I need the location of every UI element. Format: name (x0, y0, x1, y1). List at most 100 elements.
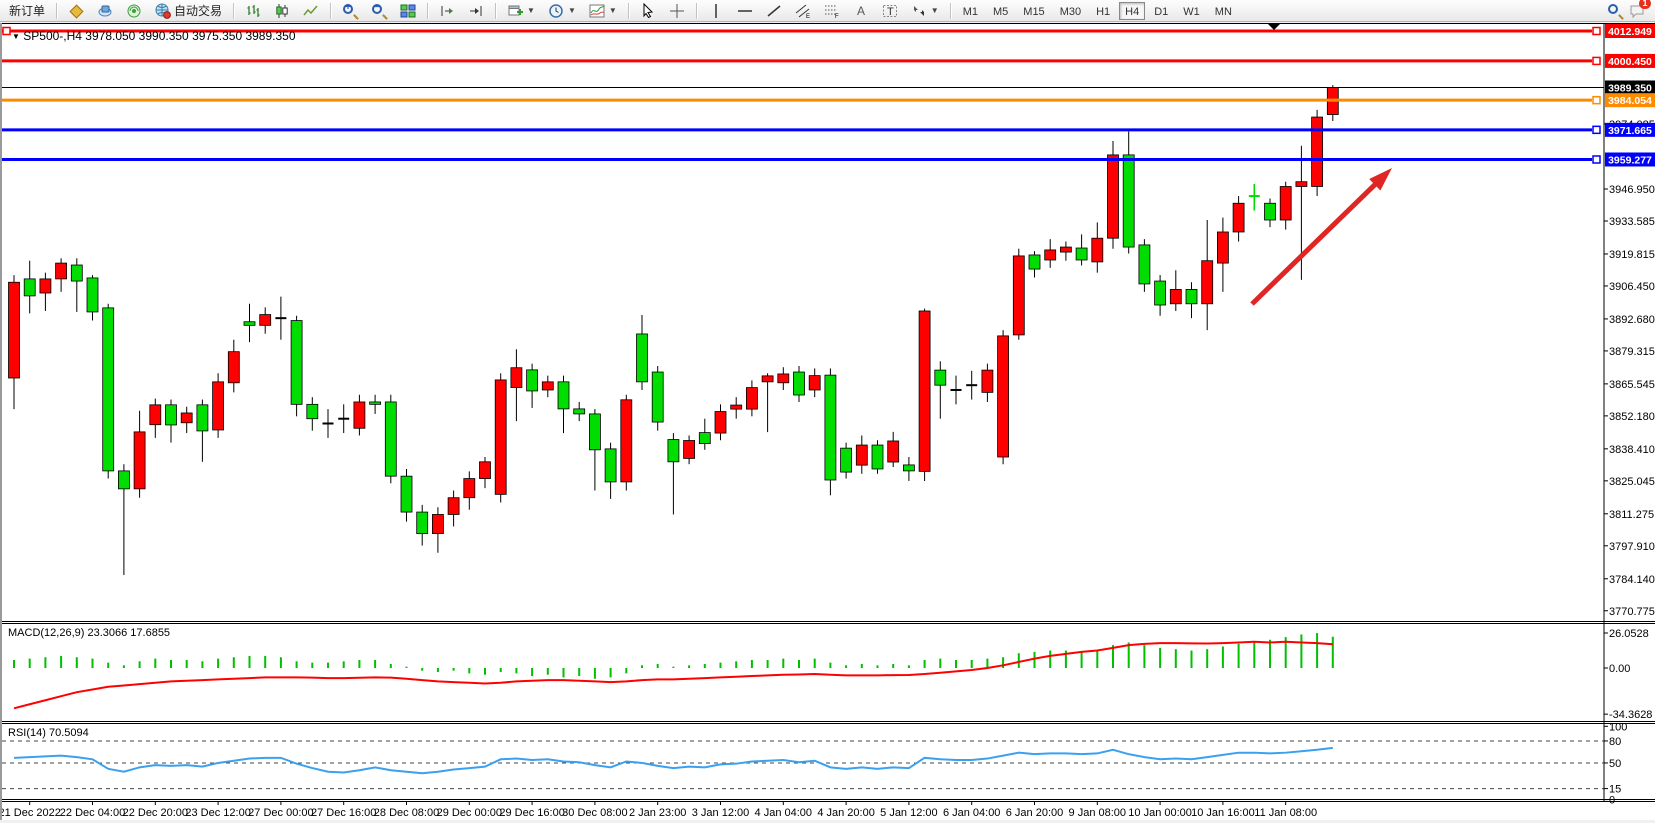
svg-text:11 Jan 08:00: 11 Jan 08:00 (1254, 807, 1317, 819)
auto-scroll-button[interactable] (434, 1, 460, 21)
zoom-out-button[interactable]: − (366, 1, 392, 21)
svg-text:3971.665: 3971.665 (1608, 125, 1652, 137)
toolbar-separator (233, 2, 235, 19)
period-m1-button[interactable]: M1 (962, 5, 978, 18)
signal-icon (126, 3, 142, 19)
auto-trading-button[interactable]: 自动交易 (150, 1, 227, 21)
period-m5-button[interactable]: M5 (993, 5, 1009, 18)
svg-text:3838.410: 3838.410 (1609, 444, 1655, 456)
svg-text:23 Dec 12:00: 23 Dec 12:00 (185, 807, 250, 819)
terminal-button[interactable] (92, 1, 118, 21)
svg-text:3797.910: 3797.910 (1609, 541, 1655, 553)
signals-button[interactable] (121, 1, 147, 21)
fibonacci-tool-button[interactable]: F (819, 1, 845, 21)
symbol-ohlc-label: ▼ SP500-,H4 3978.050 3990.350 3975.350 3… (12, 29, 296, 43)
chat-icon[interactable]: 1 (1629, 0, 1651, 19)
period-h1-button[interactable]: H1 (1096, 5, 1111, 18)
arrows-shapes-icon (911, 3, 927, 19)
new-chart-button[interactable]: ▼ (502, 1, 540, 21)
svg-text:3 Jan 12:00: 3 Jan 12:00 (692, 807, 750, 819)
svg-text:30 Dec 08:00: 30 Dec 08:00 (562, 807, 627, 819)
svg-text:3770.775: 3770.775 (1609, 606, 1655, 618)
svg-text:9 Jan 08:00: 9 Jan 08:00 (1069, 807, 1127, 819)
text-tool-button[interactable]: A (848, 1, 874, 21)
svg-text:22 Dec 20:00: 22 Dec 20:00 (123, 807, 188, 819)
new-order-button[interactable]: 新订单 (4, 1, 50, 21)
vertical-line-tool-button[interactable] (703, 1, 729, 21)
text-icon: A (853, 3, 869, 19)
macd-axis: 26.0528 0.00 -34.3628 (1604, 628, 1652, 721)
arrows-tool-button[interactable]: ▼ (906, 1, 944, 21)
macd-pane (13, 633, 1334, 710)
svg-text:3919.815: 3919.815 (1609, 249, 1655, 261)
period-m15-button[interactable]: M15 (1023, 5, 1045, 18)
period-w1-button[interactable]: W1 (1183, 5, 1200, 18)
horizontal-line-tool-button[interactable] (732, 1, 758, 21)
crosshair-icon (669, 3, 685, 19)
svg-text:3933.585: 3933.585 (1609, 216, 1655, 228)
toolbar-separator (695, 2, 697, 19)
rsi-pane (13, 746, 1333, 775)
autotrade-globe-icon (155, 3, 171, 19)
line-chart-icon (303, 3, 319, 19)
svg-text:10 Jan 16:00: 10 Jan 16:00 (1191, 807, 1255, 819)
gold-diamond-icon (68, 3, 84, 19)
svg-text:50: 50 (1609, 758, 1621, 770)
candle-chart-type-button[interactable] (269, 1, 295, 21)
symbol-title: SP500-,H4 3978.050 3990.350 3975.350 398… (23, 29, 296, 43)
zoom-in-button[interactable]: + (337, 1, 363, 21)
svg-text:3989.350: 3989.350 (1608, 82, 1652, 94)
chart-shift-icon (468, 3, 484, 19)
channel-tool-button[interactable]: E (790, 1, 816, 21)
period-mn-button[interactable]: MN (1214, 5, 1232, 18)
svg-text:80: 80 (1609, 736, 1621, 748)
pane-borders (2, 23, 1655, 802)
cursor-tool-button[interactable] (635, 1, 661, 21)
toolbar-separator (627, 2, 629, 19)
chart-canvas[interactable]: 3946.950 3933.585 3919.815 3906.450 3892.680… (2, 23, 1655, 820)
crosshair-tool-button[interactable] (664, 1, 690, 21)
svg-text:100: 100 (1609, 721, 1627, 733)
line-chart-type-button[interactable] (298, 1, 324, 21)
rsi-axis: 100 80 50 150 (1604, 721, 1627, 807)
toolbar-separator (427, 2, 429, 19)
svg-text:6 Jan 20:00: 6 Jan 20:00 (1006, 807, 1064, 819)
svg-text:4000.450: 4000.450 (1608, 56, 1652, 68)
macd-indicator-label: MACD(12,26,9) 23.3066 17.6855 (8, 627, 171, 639)
timeframe-menu-button[interactable]: ▼ (543, 1, 581, 21)
period-h4-button[interactable]: H4 (1119, 1, 1146, 20)
rsi-guide-lines (2, 740, 1604, 790)
bar-chart-type-button[interactable] (240, 1, 266, 21)
period-m30-button[interactable]: M30 (1059, 5, 1082, 18)
svg-text:22 Dec 04:00: 22 Dec 04:00 (60, 807, 125, 819)
svg-text:4 Jan 20:00: 4 Jan 20:00 (817, 807, 875, 819)
tile-windows-button[interactable] (395, 1, 421, 21)
chart-shift-marker (1268, 24, 1280, 30)
svg-text:10 Jan 00:00: 10 Jan 00:00 (1128, 807, 1192, 819)
svg-text:21 Dec 2022: 21 Dec 2022 (2, 807, 61, 819)
search-icon[interactable] (1607, 3, 1623, 19)
svg-text:A: A (857, 4, 865, 18)
market-watch-button[interactable] (63, 1, 89, 21)
svg-text:3825.045: 3825.045 (1609, 476, 1655, 488)
price-axis: 3946.950 3933.585 3919.815 3906.450 3892.680… (1604, 119, 1655, 618)
svg-text:3879.315: 3879.315 (1609, 346, 1655, 358)
svg-text:3984.054: 3984.054 (1608, 95, 1652, 107)
svg-text:0: 0 (1609, 795, 1615, 807)
trend-arrow[interactable] (1250, 168, 1392, 306)
label-tool-button[interactable]: T (877, 1, 903, 21)
svg-text:3892.680: 3892.680 (1609, 314, 1655, 326)
fibonacci-icon: F (824, 3, 840, 19)
period-d1-button[interactable]: D1 (1154, 5, 1169, 18)
collapse-arrow-icon[interactable]: ▼ (12, 32, 20, 41)
chart-shift-button[interactable] (463, 1, 489, 21)
indicators-menu-button[interactable]: ▼ (584, 1, 622, 21)
svg-text:27 Dec 00:00: 27 Dec 00:00 (248, 807, 313, 819)
svg-text:3959.277: 3959.277 (1608, 154, 1652, 166)
svg-text:2 Jan 23:00: 2 Jan 23:00 (629, 807, 687, 819)
bar-chart-icon (245, 3, 261, 19)
svg-text:-34.3628: -34.3628 (1609, 709, 1652, 721)
trendline-tool-button[interactable] (761, 1, 787, 21)
